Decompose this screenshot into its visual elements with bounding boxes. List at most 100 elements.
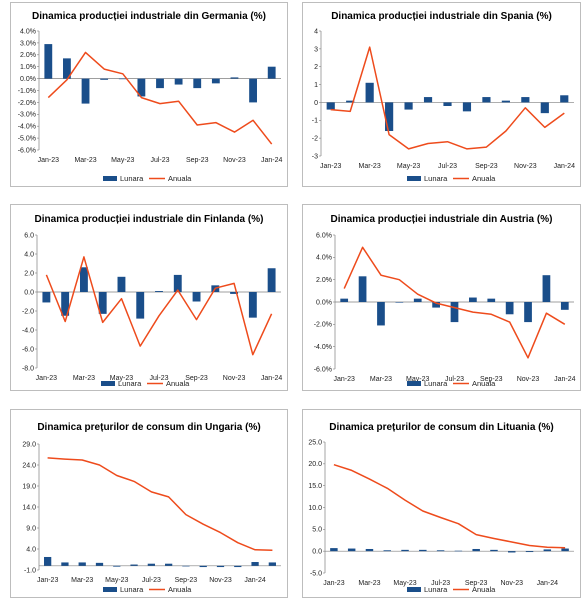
bar-lunara — [211, 78, 220, 84]
y-tick-label: 6.0 — [24, 232, 34, 239]
bar-lunara — [454, 550, 463, 552]
bar-lunara — [173, 274, 182, 292]
bar-lunara — [490, 549, 498, 552]
y-tick-label: -2.0% — [18, 100, 36, 107]
bar-lunara — [560, 95, 569, 103]
x-tick-label: Jan-23 — [320, 163, 342, 170]
bar-lunara — [100, 78, 109, 80]
legend-swatch-lunara — [101, 381, 115, 386]
x-tick-label: May-23 — [105, 577, 128, 584]
x-tick-label: Jul-23 — [142, 577, 161, 584]
y-tick-label: -5.0 — [310, 570, 322, 577]
x-tick-label: Nov-23 — [517, 376, 540, 383]
x-tick-label: Nov-23 — [500, 580, 523, 587]
bar-lunara — [365, 82, 374, 103]
y-tick-label: 3 — [314, 46, 318, 53]
x-tick-label: Nov-23 — [209, 577, 232, 584]
x-tick-label: Sep-23 — [186, 157, 209, 164]
bar-lunara — [525, 551, 534, 553]
bar-lunara — [137, 78, 146, 97]
y-tick-label: 1 — [314, 82, 318, 89]
x-tick-label: Jan-24 — [554, 376, 576, 383]
legend-swatch-lunara — [407, 176, 421, 181]
y-tick-label: 10.0 — [308, 505, 322, 512]
bar-lunara — [136, 292, 145, 319]
line-anuala — [47, 457, 273, 552]
bar-lunara — [413, 298, 422, 302]
y-tick-label: -4.0% — [314, 344, 332, 351]
x-tick-label: Jan-23 — [36, 375, 58, 382]
bar-lunara — [472, 548, 480, 552]
bar-lunara — [508, 551, 516, 553]
legend-label-lunara: Lunara — [118, 379, 142, 388]
bar-lunara — [248, 292, 257, 318]
y-tick-label: 0.0% — [316, 299, 332, 306]
x-tick-label: May-23 — [111, 157, 134, 164]
bar-lunara — [561, 548, 569, 552]
y-tick-label: -6.0% — [314, 366, 332, 373]
x-tick-label: Mar-23 — [370, 376, 392, 383]
bar-lunara — [174, 78, 183, 85]
y-tick-label: -2.0% — [314, 322, 332, 329]
x-tick-label: May-23 — [397, 163, 420, 170]
x-tick-label: Jul-23 — [150, 157, 169, 164]
x-tick-label: May-23 — [393, 580, 416, 587]
y-tick-label: -2.0 — [22, 308, 34, 315]
bar-lunara — [521, 97, 530, 103]
bar-lunara — [234, 565, 242, 568]
x-tick-label: Jul-23 — [438, 163, 457, 170]
chart-panel-finlanda: Dinamica producției industriale din Finl… — [10, 204, 288, 391]
x-tick-label: Jan-24 — [261, 157, 283, 164]
chart-svg: Dinamica producției industriale din Aust… — [314, 214, 576, 388]
x-tick-label: Jan-23 — [323, 580, 345, 587]
legend-label-anuala: Anuala — [472, 585, 496, 594]
x-tick-label: Nov-23 — [514, 163, 537, 170]
bar-lunara — [540, 102, 549, 114]
x-tick-label: Sep-23 — [475, 163, 498, 170]
y-tick-label: 29.0 — [22, 441, 36, 448]
bar-lunara — [182, 565, 190, 567]
bar-lunara — [383, 550, 391, 552]
legend-label-lunara: Lunara — [120, 174, 144, 183]
bar-lunara — [501, 100, 510, 103]
bar-lunara — [377, 302, 385, 326]
x-tick-label: Jan-23 — [333, 376, 355, 383]
bar-lunara — [419, 549, 427, 552]
y-tick-label: -1.0% — [18, 88, 36, 95]
line-anuala — [333, 463, 566, 549]
bar-lunara — [401, 549, 409, 552]
line-anuala — [330, 46, 565, 150]
x-tick-label: Jan-24 — [261, 375, 283, 382]
y-tick-label: 3.0% — [20, 40, 36, 47]
y-tick-label: 14.0 — [22, 504, 36, 511]
bar-lunara — [230, 77, 239, 79]
bar-lunara — [98, 292, 107, 314]
bar-lunara — [469, 297, 477, 302]
x-tick-label: Nov-23 — [223, 157, 246, 164]
bar-lunara — [346, 100, 355, 103]
x-tick-label: Sep-23 — [480, 376, 503, 383]
y-tick-label: 2.0% — [316, 277, 332, 284]
legend-label-anuala: Anuala — [168, 585, 192, 594]
x-tick-label: Jan-23 — [37, 577, 59, 584]
chart-panel-germania: Dinamica producției industriale din Germ… — [10, 2, 288, 187]
chart-svg: Dinamica producției industriale din Span… — [312, 11, 575, 183]
legend-label-anuala: Anuala — [472, 174, 496, 183]
chart-title: Dinamica prețurilor de consum din Ungari… — [37, 422, 260, 433]
x-tick-label: Jan-23 — [38, 157, 60, 164]
chart-svg: Dinamica prețurilor de consum din Ungari… — [22, 422, 281, 594]
y-tick-label: -6.0 — [22, 346, 34, 353]
bar-lunara — [156, 78, 164, 89]
y-tick-label: -1.0 — [24, 567, 36, 574]
chart-title: Dinamica producției industriale din Span… — [331, 11, 552, 22]
x-tick-label: Mar-23 — [358, 580, 380, 587]
chart-title: Dinamica producției industriale din Aust… — [331, 214, 553, 225]
legend-swatch-lunara — [407, 587, 421, 592]
y-tick-label: -2 — [312, 136, 318, 143]
y-tick-label: 2.0% — [20, 52, 36, 59]
x-tick-label: Sep-23 — [465, 580, 488, 587]
x-tick-label: Sep-23 — [185, 375, 208, 382]
chart-title: Dinamica producției industriale din Finl… — [35, 214, 264, 225]
bar-lunara — [443, 102, 452, 106]
y-tick-label: 9.0 — [26, 525, 36, 532]
